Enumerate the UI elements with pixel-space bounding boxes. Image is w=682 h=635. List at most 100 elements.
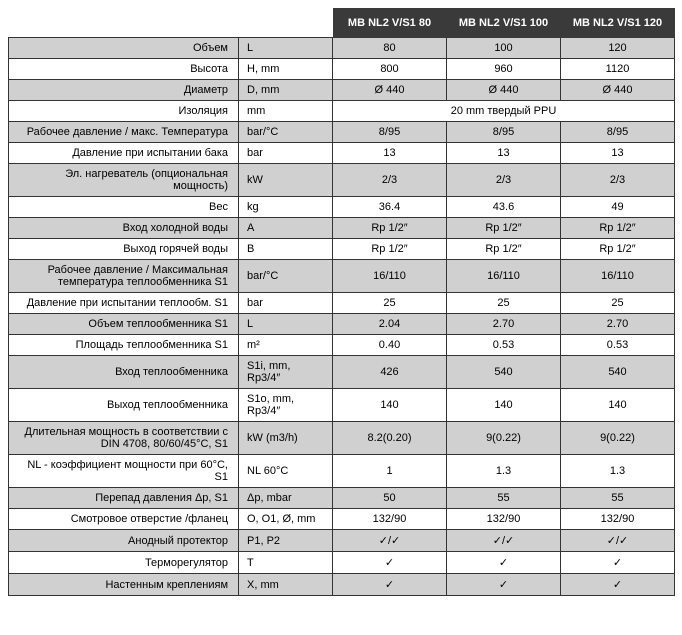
row-unit: bar — [239, 293, 333, 314]
row-value: 8/95 — [333, 122, 447, 143]
row-unit: L — [239, 314, 333, 335]
row-value: 2/3 — [561, 164, 675, 197]
row-value: 140 — [333, 389, 447, 422]
row-label: Давление при испытании теплообм. S1 — [9, 293, 239, 314]
table-row: Вход холодной водыARp 1/2″Rp 1/2″Rp 1/2″ — [9, 218, 675, 239]
row-label: Высота — [9, 59, 239, 80]
table-row: Перепад давления Δp, S1Δp, mbar505555 — [9, 488, 675, 509]
row-value: 25 — [561, 293, 675, 314]
row-label: Давление при испытании бака — [9, 143, 239, 164]
row-unit: kW (m3/h) — [239, 422, 333, 455]
row-value: Rp 1/2″ — [333, 239, 447, 260]
table-row: Площадь теплообменника S1m²0.400.530.53 — [9, 335, 675, 356]
row-value: 8.2(0.20) — [333, 422, 447, 455]
row-label: Рабочее давление / Максимальная температ… — [9, 260, 239, 293]
row-label: Перепад давления Δp, S1 — [9, 488, 239, 509]
row-label: Выход теплообменника — [9, 389, 239, 422]
row-value: 25 — [447, 293, 561, 314]
row-value: 55 — [447, 488, 561, 509]
table-row: Изоляцияmm20 mm твердый PPU — [9, 101, 675, 122]
row-value: 80 — [333, 38, 447, 59]
row-value: 16/110 — [561, 260, 675, 293]
row-unit: S1o, mm, Rp3/4″ — [239, 389, 333, 422]
row-value: 13 — [333, 143, 447, 164]
row-value: 140 — [561, 389, 675, 422]
row-label: Смотровое отверстие /фланец — [9, 509, 239, 530]
row-unit: T — [239, 552, 333, 574]
row-value: ✓/✓ — [333, 530, 447, 552]
row-label: Выход горячей воды — [9, 239, 239, 260]
header-blank — [9, 9, 333, 38]
row-label: Вход холодной воды — [9, 218, 239, 239]
row-label: Настенным креплениям — [9, 574, 239, 596]
row-value: Rp 1/2″ — [333, 218, 447, 239]
row-unit: H, mm — [239, 59, 333, 80]
row-value: Rp 1/2″ — [447, 218, 561, 239]
row-unit: m² — [239, 335, 333, 356]
row-unit: kg — [239, 197, 333, 218]
table-row: ТерморегуляторT✓✓✓ — [9, 552, 675, 574]
table-row: Эл. нагреватель (опциональная мощность)k… — [9, 164, 675, 197]
row-value: 13 — [561, 143, 675, 164]
table-row: NL - коэффициент мощности при 60°C, S1NL… — [9, 455, 675, 488]
row-value: ✓ — [447, 552, 561, 574]
table-row: Весkg36.443.649 — [9, 197, 675, 218]
row-value: 9(0.22) — [447, 422, 561, 455]
row-value: 1120 — [561, 59, 675, 80]
spec-table: MB NL2 V/S1 80 MB NL2 V/S1 100 MB NL2 V/… — [8, 8, 675, 596]
row-value: 55 — [561, 488, 675, 509]
row-label: Длительная мощность в соответствии с DIN… — [9, 422, 239, 455]
table-row: Выход горячей водыBRp 1/2″Rp 1/2″Rp 1/2″ — [9, 239, 675, 260]
row-value: ✓/✓ — [447, 530, 561, 552]
row-value: 132/90 — [447, 509, 561, 530]
row-value: 8/95 — [447, 122, 561, 143]
row-value: 100 — [447, 38, 561, 59]
row-unit: kW — [239, 164, 333, 197]
row-unit: mm — [239, 101, 333, 122]
table-row: Длительная мощность в соответствии с DIN… — [9, 422, 675, 455]
row-value: 132/90 — [333, 509, 447, 530]
row-label: Рабочее давление / макс. Температура — [9, 122, 239, 143]
row-value: Ø 440 — [333, 80, 447, 101]
row-value: 2/3 — [447, 164, 561, 197]
table-row: Давление при испытании бакаbar131313 — [9, 143, 675, 164]
model-header-1: MB NL2 V/S1 100 — [447, 9, 561, 38]
row-unit: Δp, mbar — [239, 488, 333, 509]
table-row: Настенным креплениямX, mm✓✓✓ — [9, 574, 675, 596]
row-label: Анодный протектор — [9, 530, 239, 552]
row-value: 426 — [333, 356, 447, 389]
row-label: Вход теплообменника — [9, 356, 239, 389]
row-value: 2/3 — [333, 164, 447, 197]
row-value: 8/95 — [561, 122, 675, 143]
row-value: ✓ — [561, 574, 675, 596]
row-value: 0.53 — [561, 335, 675, 356]
row-label: Изоляция — [9, 101, 239, 122]
row-value: 140 — [447, 389, 561, 422]
table-row: Выход теплообменникаS1o, mm, Rp3/4″14014… — [9, 389, 675, 422]
row-unit: A — [239, 218, 333, 239]
header-row: MB NL2 V/S1 80 MB NL2 V/S1 100 MB NL2 V/… — [9, 9, 675, 38]
table-row: Давление при испытании теплообм. S1bar 25… — [9, 293, 675, 314]
row-value: 132/90 — [561, 509, 675, 530]
row-value: 1.3 — [447, 455, 561, 488]
row-unit: bar/°C — [239, 260, 333, 293]
row-label: Вес — [9, 197, 239, 218]
row-value: 960 — [447, 59, 561, 80]
row-label: Терморегулятор — [9, 552, 239, 574]
row-label: Эл. нагреватель (опциональная мощность) — [9, 164, 239, 197]
row-value: 120 — [561, 38, 675, 59]
row-label: Объем — [9, 38, 239, 59]
row-value: 16/110 — [333, 260, 447, 293]
table-row: ДиаметрD, mmØ 440Ø 440Ø 440 — [9, 80, 675, 101]
row-value: Rp 1/2″ — [561, 239, 675, 260]
row-value: 0.53 — [447, 335, 561, 356]
row-unit: X, mm — [239, 574, 333, 596]
row-value: 13 — [447, 143, 561, 164]
row-label: NL - коэффициент мощности при 60°C, S1 — [9, 455, 239, 488]
row-unit: S1i, mm, Rp3/4″ — [239, 356, 333, 389]
model-header-2: MB NL2 V/S1 120 — [561, 9, 675, 38]
table-body: ОбъемL80100120ВысотаH, mm8009601120Диаме… — [9, 38, 675, 596]
row-value: Ø 440 — [447, 80, 561, 101]
row-label: Площадь теплообменника S1 — [9, 335, 239, 356]
row-unit: bar — [239, 143, 333, 164]
